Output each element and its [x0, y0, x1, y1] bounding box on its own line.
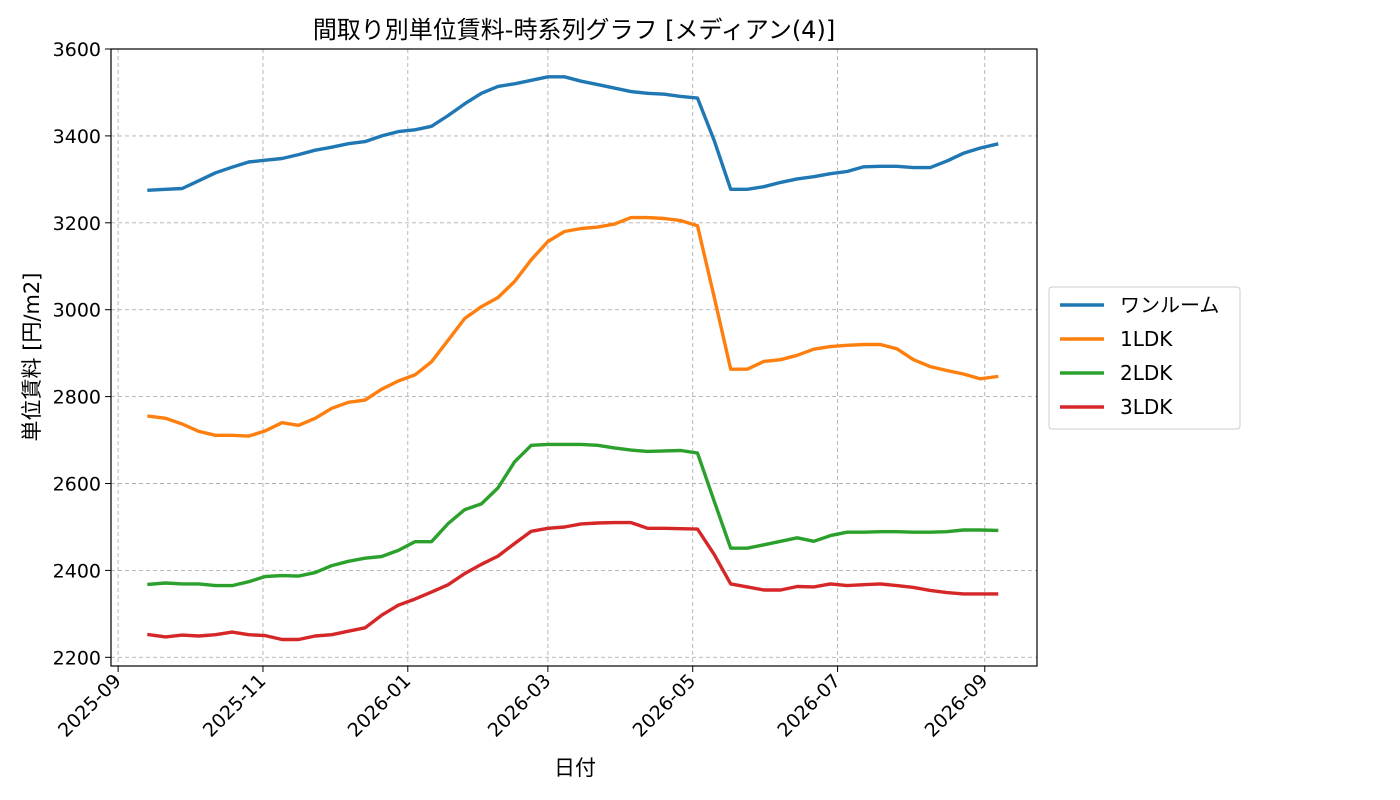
chart-title: 間取り別単位賃料-時系列グラフ [メディアン(4)] — [313, 16, 835, 44]
y-tick-label: 3200 — [53, 213, 101, 235]
y-axis-label: 単位賃料 [円/m2] — [20, 273, 44, 442]
legend: ワンルーム 1LDK 2LDK 3LDK — [1048, 286, 1241, 430]
x-axis-label: 日付 — [554, 756, 596, 780]
x-tick-label: 2026-01 — [344, 670, 416, 742]
grid — [111, 48, 1037, 666]
y-tick-label: 2200 — [53, 647, 101, 669]
x-tick-label: 2025-11 — [199, 670, 271, 742]
legend-label-0: ワンルーム — [1120, 293, 1219, 317]
y-tick-label: 3000 — [53, 300, 101, 322]
series-lines — [147, 75, 999, 642]
series-line-2 — [147, 442, 999, 588]
legend-label-1: 1LDK — [1120, 327, 1173, 351]
series-line-3 — [147, 520, 999, 642]
y-tick-label: 2600 — [53, 474, 101, 496]
x-tick-label: 2026-09 — [921, 670, 993, 742]
y-tick-label: 2800 — [53, 387, 101, 409]
x-tick-label: 2026-03 — [484, 670, 556, 742]
legend-label-2: 2LDK — [1120, 361, 1173, 385]
x-tick-label: 2026-05 — [629, 670, 701, 742]
y-tick-label: 3600 — [53, 39, 101, 61]
y-tick-label: 3400 — [53, 126, 101, 148]
x-tick-label: 2026-07 — [773, 670, 845, 742]
plot-frame — [110, 48, 1038, 667]
series-line-1 — [147, 215, 999, 438]
legend-frame — [1048, 286, 1241, 430]
series-line-0 — [147, 75, 999, 192]
x-tick-label: 2025-09 — [54, 670, 126, 742]
legend-label-3: 3LDK — [1120, 395, 1173, 419]
y-tick-label: 2400 — [53, 560, 101, 582]
